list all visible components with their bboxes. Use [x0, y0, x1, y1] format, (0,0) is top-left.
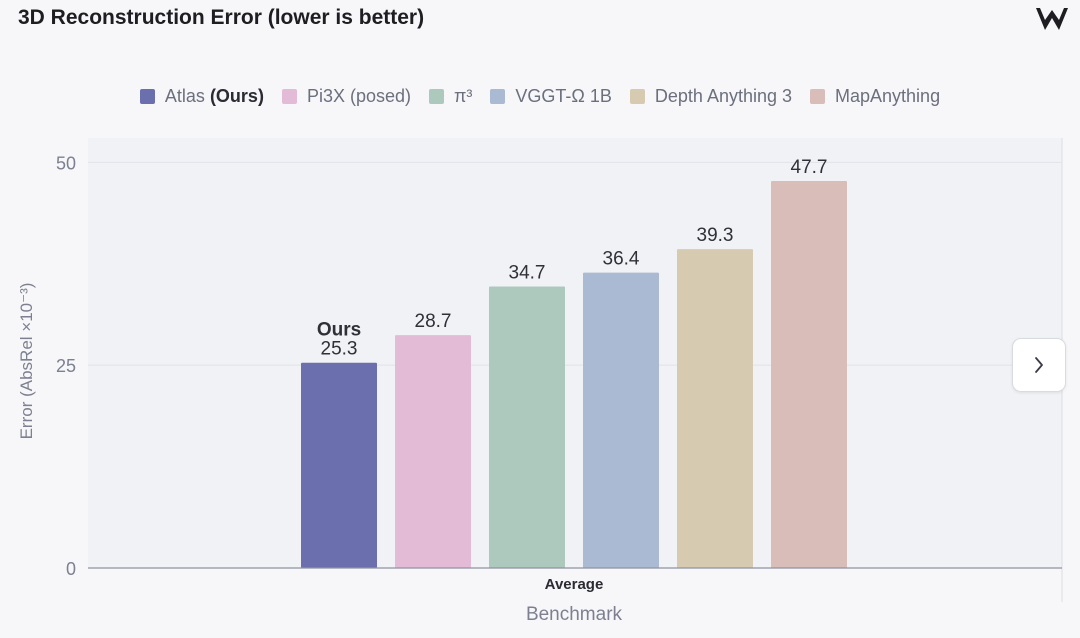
legend-item[interactable]: Depth Anything 3	[629, 86, 792, 107]
legend-item[interactable]: π³	[429, 86, 472, 107]
bar	[301, 362, 377, 568]
legend-label-text: MapAnything	[835, 86, 941, 106]
legend-swatch	[629, 89, 645, 104]
legend-label-emphasis: (Ours)	[209, 86, 264, 106]
chevron-right-icon	[1035, 357, 1043, 373]
legend-label: Atlas (Ours)	[165, 86, 264, 107]
legend-item[interactable]: VGGT-Ω 1B	[490, 86, 612, 107]
bar-annotation: Ours	[317, 320, 361, 341]
legend-swatch	[810, 89, 826, 104]
y-tick-label: 50	[56, 153, 76, 173]
data-label: 39.3	[697, 225, 734, 246]
legend-label-text: Pi3X (posed)	[306, 86, 411, 106]
chart-title: 3D Reconstruction Error (lower is better…	[18, 6, 425, 29]
x-tick-label: Average	[545, 576, 604, 593]
data-label: 28.7	[415, 311, 452, 332]
data-label: 34.7	[509, 262, 546, 283]
legend-label-text: Atlas	[164, 86, 210, 106]
legend-label-text: VGGT-Ω 1B	[515, 86, 612, 106]
x-axis-title: Benchmark	[526, 604, 623, 625]
data-label: 36.4	[603, 249, 640, 270]
data-label: 25.3	[321, 339, 358, 360]
brand-logo-icon	[1036, 8, 1068, 30]
bar	[395, 335, 471, 568]
next-chart-button[interactable]	[1012, 338, 1066, 392]
plot-area	[88, 138, 1062, 568]
y-tick-label: 25	[56, 356, 76, 376]
legend-item[interactable]: Atlas (Ours)	[139, 86, 264, 107]
bar	[677, 249, 753, 568]
legend-label: Depth Anything 3	[655, 86, 792, 107]
legend-swatch	[429, 89, 444, 104]
y-tick-label: 0	[66, 559, 76, 579]
bar	[583, 272, 659, 568]
legend-swatch	[490, 89, 506, 104]
legend-item[interactable]: Pi3X (posed)	[281, 86, 411, 107]
data-label: 47.7	[791, 157, 828, 178]
legend-label: π³	[454, 86, 472, 107]
bar	[489, 286, 565, 568]
legend-label: MapAnything	[835, 86, 940, 107]
legend-label-text: Depth Anything 3	[654, 86, 793, 106]
y-axis-title: Error (AbsRel ×10⁻³)	[17, 283, 36, 440]
legend-item[interactable]: MapAnything	[810, 86, 940, 107]
legend-label-text: π³	[454, 86, 473, 106]
legend-swatch	[281, 89, 297, 104]
legend-label: Pi3X (posed)	[307, 86, 411, 107]
bar	[771, 181, 847, 568]
legend-swatch	[139, 89, 155, 104]
legend-label: VGGT-Ω 1B	[515, 86, 611, 107]
chart-legend: Atlas (Ours) Pi3X (posed) π³ VGGT-Ω 1B Depth…	[0, 86, 1080, 107]
